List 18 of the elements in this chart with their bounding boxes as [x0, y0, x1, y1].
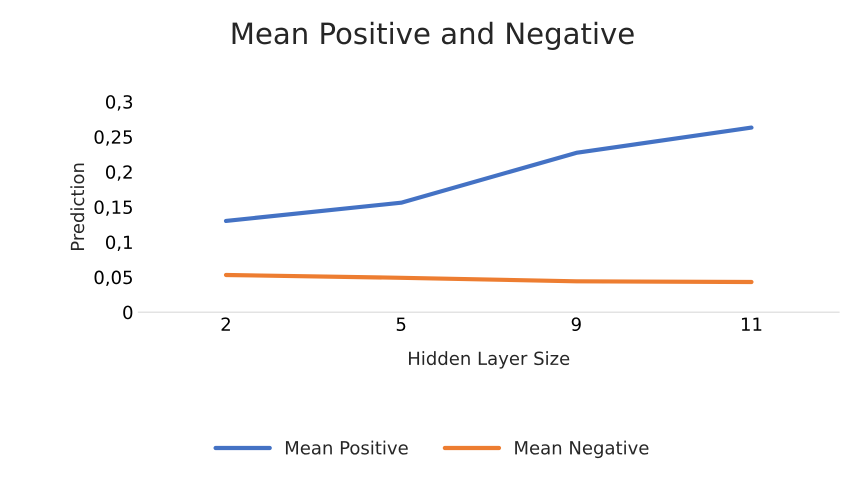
legend-label: Mean Positive: [286, 440, 408, 455]
y-axis-title: Prediction: [70, 164, 84, 250]
y-tick-label: 0,3: [106, 95, 132, 111]
x-tick-label: 11: [742, 318, 762, 331]
y-tick-label: 0,25: [94, 130, 132, 146]
x-axis-title: Hidden Layer Size: [409, 351, 570, 369]
x-tick-label: 9: [572, 317, 581, 332]
y-tick-label: 0,2: [106, 165, 132, 181]
legend-label: Mean Negative: [515, 440, 648, 458]
y-tick-label: 0: [123, 306, 132, 320]
y-tick-label: 0,15: [94, 200, 132, 216]
x-tick-label: 2: [222, 317, 230, 331]
y-tick-label: 0,05: [94, 270, 132, 286]
chart-title: Mean Positive and Negative: [232, 22, 634, 50]
line-series: [224, 126, 754, 224]
x-tick-label: 5: [396, 318, 406, 332]
y-tick-label: 0,1: [106, 235, 132, 251]
line-series: [224, 272, 754, 284]
